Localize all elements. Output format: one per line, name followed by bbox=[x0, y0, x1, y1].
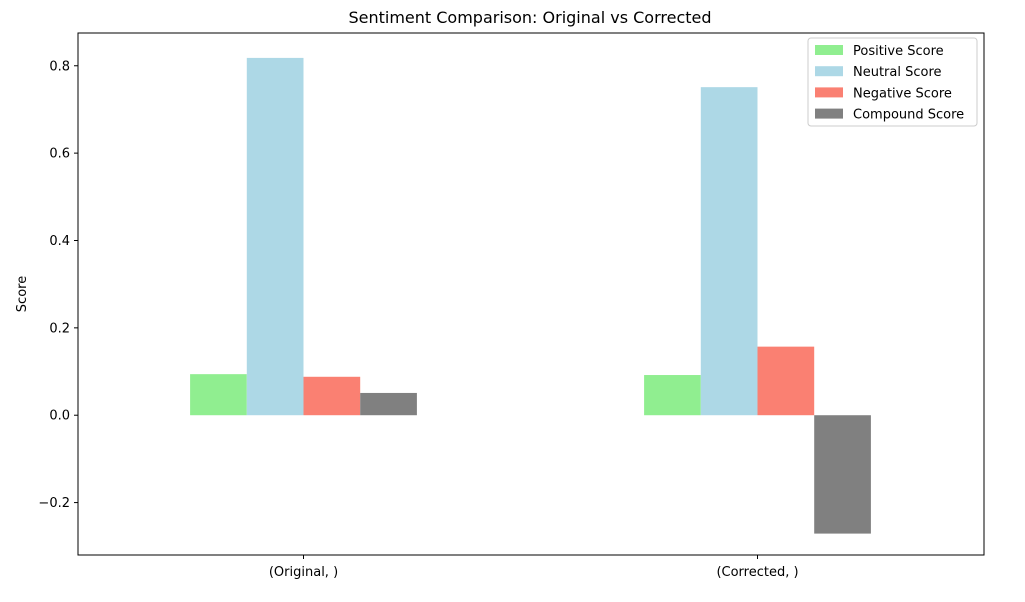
legend-label-positive-score: Positive Score bbox=[853, 44, 944, 59]
bar-negative-score-1 bbox=[757, 346, 815, 416]
plot-area: −0.2 0.0 0.2 0.4 0.6 0.8 (Original, ) (Correcte… bbox=[38, 32, 985, 580]
bar-neutral-score-1 bbox=[700, 87, 758, 416]
bar-positive-score-1 bbox=[644, 375, 701, 416]
bar-negative-score-0 bbox=[303, 376, 361, 416]
legend: Positive Score Neutral Score Negative Scor… bbox=[807, 37, 978, 127]
legend-swatch-compound-score bbox=[815, 108, 843, 119]
x-tick-label: (Original, ) bbox=[269, 565, 338, 580]
legend-swatch-neutral-score bbox=[815, 66, 843, 77]
legend-label-compound-score: Compound Score bbox=[853, 108, 964, 123]
chart-title: Sentiment Comparison: Original vs Correc… bbox=[348, 8, 711, 27]
y-axis-label: Score bbox=[15, 276, 30, 312]
legend-swatch-positive-score bbox=[815, 45, 843, 55]
y-tick-label: 0.8 bbox=[49, 59, 70, 74]
bar-neutral-score-0 bbox=[246, 57, 304, 416]
legend-swatch-negative-score bbox=[815, 87, 843, 98]
y-tick-label: 0.4 bbox=[49, 234, 70, 249]
y-tick-label: 0.0 bbox=[49, 409, 70, 424]
bar-compound-score-1 bbox=[814, 415, 871, 534]
bar-positive-score-0 bbox=[190, 374, 247, 416]
x-tick-label: (Corrected, ) bbox=[716, 565, 798, 580]
legend-label-neutral-score: Neutral Score bbox=[853, 65, 942, 80]
y-tick-label: 0.2 bbox=[49, 321, 70, 336]
plot-frame bbox=[77, 32, 985, 556]
y-tick-label: 0.6 bbox=[49, 147, 70, 162]
bar-compound-score-0 bbox=[360, 392, 417, 416]
legend-label-negative-score: Negative Score bbox=[853, 86, 952, 101]
y-tick-label: −0.2 bbox=[38, 496, 70, 511]
legend-box bbox=[807, 37, 978, 127]
